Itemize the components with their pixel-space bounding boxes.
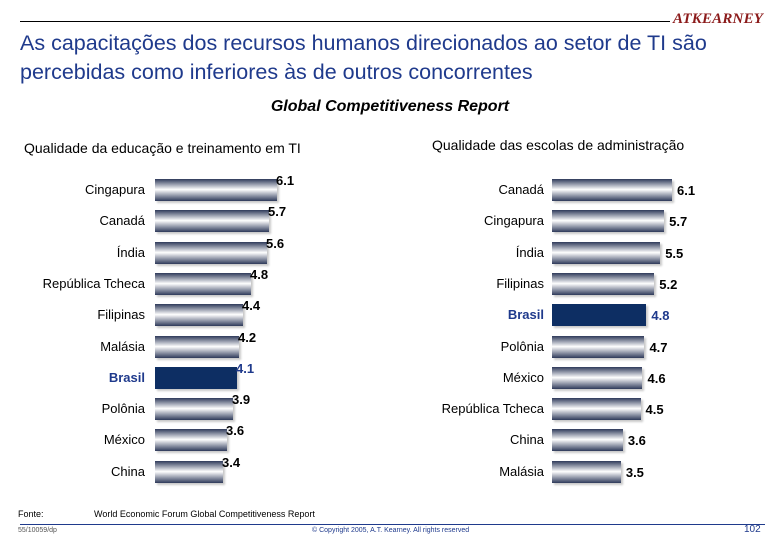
right-category-label: Malásia: [499, 463, 544, 479]
right-category-label: Canadá: [498, 182, 544, 197]
left-value-label: 3.6: [226, 423, 245, 439]
left-category-label: Polônia: [101, 401, 145, 417]
right-value-label: 6.1: [677, 183, 696, 198]
left-category-label: Índia: [116, 244, 145, 260]
left-category-label: Cingapura: [85, 182, 145, 197]
right-bar: [552, 335, 645, 358]
right-category-label: China: [510, 432, 544, 448]
right-bar: [552, 210, 665, 233]
document-code: 55/10059/dp: [18, 527, 57, 534]
right-category-label: México: [502, 369, 544, 385]
left-bar: [155, 398, 233, 421]
left-bar: [155, 241, 267, 264]
right-category-label: Filipinas: [496, 275, 544, 291]
left-value-label: 5.6: [266, 235, 285, 251]
left-bar: [155, 429, 227, 452]
left-category-label: República Tcheca: [42, 275, 145, 291]
right-chart-title: Qualidade das escolas de administração: [432, 137, 685, 153]
right-category-label: Brasil: [507, 307, 544, 323]
left-value-label: 4.8: [250, 266, 269, 282]
left-bar: [155, 210, 269, 233]
left-category-label: China: [111, 463, 145, 479]
right-value-label: 5.2: [659, 276, 678, 292]
page-number: 102: [744, 524, 761, 535]
left-bar: [155, 366, 237, 389]
footer-rule: [20, 524, 765, 525]
left-bar: [155, 179, 277, 201]
left-category-label: Filipinas: [97, 307, 145, 323]
right-bar: [552, 179, 672, 201]
left-bar: [155, 304, 243, 327]
right-value-label: 5.7: [669, 214, 688, 230]
right-value-label: 3.5: [625, 464, 644, 480]
right-category-label: Índia: [515, 244, 544, 260]
right-value-label: 3.6: [627, 433, 646, 449]
right-bar: [552, 398, 641, 421]
source-text: World Economic Forum Global Competitiven…: [94, 509, 315, 519]
left-chart-title: Qualidade da educação e treinamento em T…: [24, 140, 301, 156]
left-category-label: Canadá: [99, 213, 145, 229]
left-value-label: 6.1: [276, 173, 295, 188]
right-category-label: República Tcheca: [441, 401, 544, 417]
left-value-label: 4.2: [238, 329, 257, 345]
right-category-label: Cingapura: [484, 213, 544, 229]
left-value-label: 4.1: [236, 360, 255, 376]
left-category-label: Malásia: [100, 338, 145, 354]
left-value-label: 3.4: [222, 454, 241, 470]
right-bar: [552, 241, 661, 264]
source-label: Fonte:: [18, 509, 44, 519]
right-bar: [552, 272, 655, 295]
left-category-label: Brasil: [108, 369, 145, 385]
left-value-label: 5.7: [268, 204, 287, 220]
header-rule: [20, 21, 670, 22]
right-value-label: 4.6: [647, 370, 666, 386]
page-title: As capacitações dos recursos humanos dir…: [20, 31, 707, 84]
right-value-label: 4.5: [645, 402, 664, 418]
copyright-notice: © Copyright 2005, A.T. Kearney. All righ…: [312, 527, 470, 534]
company-logo: ATKEARNEY: [673, 11, 764, 27]
left-value-label: 4.4: [242, 298, 261, 314]
right-value-label: 4.8: [651, 308, 670, 324]
right-bar: [552, 366, 643, 389]
left-bar: [155, 460, 223, 483]
left-value-label: 3.9: [232, 392, 251, 408]
right-bar: [552, 304, 647, 327]
report-subtitle: Global Competitiveness Report: [270, 98, 510, 115]
right-category-label: Polônia: [500, 338, 544, 354]
right-value-label: 5.5: [665, 245, 684, 261]
right-value-label: 4.7: [649, 339, 668, 355]
left-bar: [155, 335, 239, 358]
left-category-label: México: [103, 432, 145, 448]
right-bar: [552, 429, 623, 452]
left-bar: [155, 272, 251, 295]
right-bar: [552, 460, 621, 483]
